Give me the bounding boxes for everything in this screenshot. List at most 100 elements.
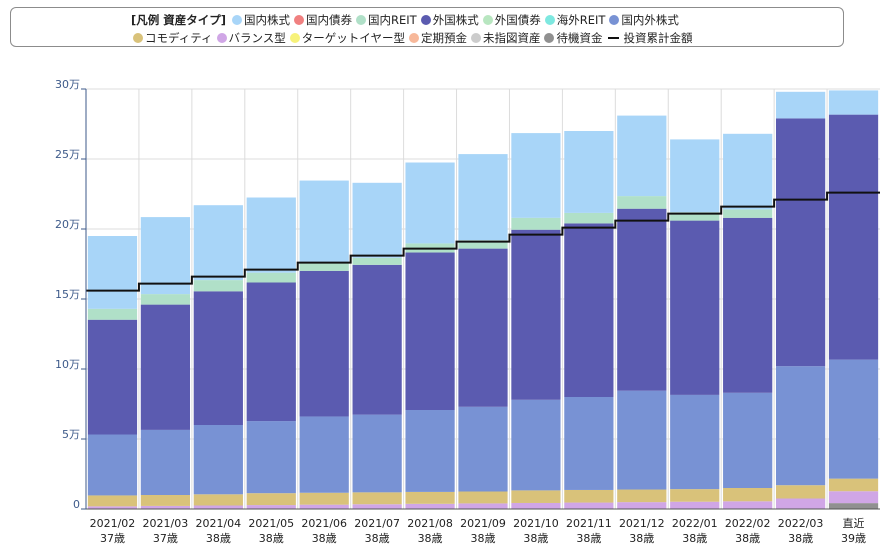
x-label-date-10: 2021/12 (619, 517, 665, 530)
legend-item-standby: 待機資金 (544, 30, 602, 46)
bar-commodity-13 (775, 485, 826, 499)
x-axis: 2021/02 37歳 2021/03 37歳 2021/04 38歳 2021/05 38歳… (90, 516, 866, 545)
bar-commodity-3 (246, 493, 296, 506)
legend-label-overseas_reit: 海外REIT (556, 12, 606, 27)
x-label-date-12: 2022/02 (725, 517, 771, 530)
x-label-date-0: 2021/02 (90, 517, 136, 530)
bar-domestic_reit-10 (617, 196, 667, 209)
bar-foreign_stock-11 (670, 220, 720, 395)
bar-domestic_foreign_stock-11 (670, 394, 720, 490)
legend-swatch-commodity (133, 32, 143, 43)
bar-domestic_stock-6 (405, 162, 455, 244)
x-label-age-9: 38歳 (576, 532, 601, 545)
bar-commodity-1 (140, 495, 191, 506)
legend-item-domestic_bond: 国内債券 (294, 12, 352, 28)
bar-standby-14 (828, 503, 879, 509)
x-label-age-0: 37歳 (100, 532, 125, 545)
legend-swatch-foreign_bond (482, 14, 493, 25)
y-tick-label-1: 5万 (62, 428, 80, 441)
legend-item-time_deposit: 定期預金 (408, 30, 467, 46)
legend-item-balanced: バランス型 (216, 30, 286, 46)
x-label-date-3: 2021/05 (248, 517, 294, 530)
bar-commodity-12 (723, 488, 773, 502)
legend-label-cumulative: 投資累計金額 (623, 30, 693, 45)
bar-domestic_foreign_stock-7 (458, 406, 508, 492)
legend-label-time_deposit: 定期預金 (420, 30, 467, 45)
bar-domestic_stock-3 (246, 197, 296, 273)
bar-foreign_stock-9 (564, 223, 614, 397)
x-label-date-7: 2021/09 (460, 517, 506, 530)
bar-domestic_stock-14 (828, 90, 879, 115)
bar-balanced-0 (87, 506, 138, 509)
legend-swatch-domestic_foreign_stock (609, 14, 620, 25)
bar-domestic_stock-10 (617, 115, 667, 197)
y-tick-label-5: 25万 (55, 148, 80, 161)
legend-swatch-domestic_stock (232, 14, 243, 25)
bar-domestic_foreign_stock-12 (723, 392, 773, 488)
bar-commodity-4 (299, 492, 349, 505)
x-label-age-3: 38歳 (259, 532, 284, 545)
legend-swatch-overseas_reit (544, 14, 555, 25)
bar-foreign_stock-10 (617, 208, 667, 391)
bar-domestic_foreign_stock-8 (511, 399, 561, 491)
legend-label-domestic_reit: 国内REIT (368, 12, 417, 27)
legend-swatch-foreign_stock (420, 14, 431, 25)
bar-balanced-13 (775, 498, 826, 509)
legend-item-cumulative: 投資累計金額 (606, 30, 692, 46)
bar-domestic_stock-0 (87, 236, 138, 309)
bar-foreign_stock-6 (405, 252, 455, 411)
bar-foreign_stock-1 (140, 304, 191, 430)
bar-balanced-4 (299, 504, 349, 509)
bar-domestic_stock-1 (140, 217, 191, 295)
bar-balanced-5 (352, 504, 402, 509)
legend-item-domestic_foreign_stock: 国内外株式 (609, 12, 679, 28)
bar-commodity-10 (617, 489, 667, 503)
bar-commodity-6 (405, 491, 455, 504)
bar-foreign_stock-5 (352, 264, 402, 415)
legend-swatch-target_year (289, 32, 300, 43)
bar-domestic_foreign_stock-10 (617, 390, 667, 490)
x-label-date-1: 2021/03 (143, 517, 189, 530)
legend-item-overseas_reit: 海外REIT (544, 12, 606, 28)
bar-domestic_stock-8 (511, 133, 561, 218)
bar-foreign_stock-8 (511, 229, 561, 400)
legend-swatch-domestic_bond (294, 14, 305, 25)
bar-balanced-7 (458, 503, 508, 509)
x-label-age-10: 38歳 (629, 532, 654, 545)
x-label-age-11: 38歳 (682, 532, 707, 545)
bar-domestic_stock-11 (670, 139, 720, 213)
bar-balanced-12 (723, 501, 773, 509)
bars (86, 90, 880, 510)
bar-foreign_stock-2 (193, 291, 243, 425)
bar-domestic_stock-4 (299, 180, 349, 264)
y-tick-label-6: 30万 (55, 78, 80, 91)
legend-item-commodity: コモディティ (133, 30, 213, 46)
bar-domestic_reit-2 (193, 280, 243, 292)
legend-label-standby: 待機資金 (556, 30, 603, 45)
legend-label-foreign_bond: 外国債券 (494, 12, 541, 27)
bar-balanced-14 (828, 491, 879, 504)
x-label-age-12: 38歳 (735, 532, 760, 545)
bar-domestic_reit-11 (670, 212, 720, 221)
legend-label-domestic_foreign_stock: 国内外株式 (621, 12, 679, 27)
legend-swatch-standby (544, 32, 555, 43)
x-label-date-6: 2021/08 (407, 517, 453, 530)
x-label-age-2: 38歳 (206, 532, 231, 545)
bar-commodity-2 (193, 494, 243, 506)
bar-domestic_reit-9 (564, 212, 614, 224)
bar-domestic_stock-9 (564, 131, 614, 213)
bar-domestic_reit-4 (299, 263, 349, 271)
cumulative-line (86, 191, 880, 292)
legend-line-swatch (608, 36, 620, 39)
legend-item-unspecified: 未指図資産 (470, 30, 540, 46)
legend-swatch-balanced (216, 32, 227, 43)
legend-item-domestic_stock: 国内株式 (232, 12, 290, 28)
legend-label-domestic_bond: 国内債券 (306, 12, 353, 27)
bar-domestic_reit-8 (511, 217, 561, 230)
legend-row-2: コモディティ バランス型 ターゲットイヤー型 定期預金 未指図資産 待機資金 投資累計金額 (133, 29, 696, 46)
y-tick-label-4: 20万 (55, 218, 80, 231)
bar-commodity-7 (458, 491, 508, 504)
bar-commodity-8 (511, 490, 561, 503)
legend-swatch-time_deposit (408, 32, 419, 43)
